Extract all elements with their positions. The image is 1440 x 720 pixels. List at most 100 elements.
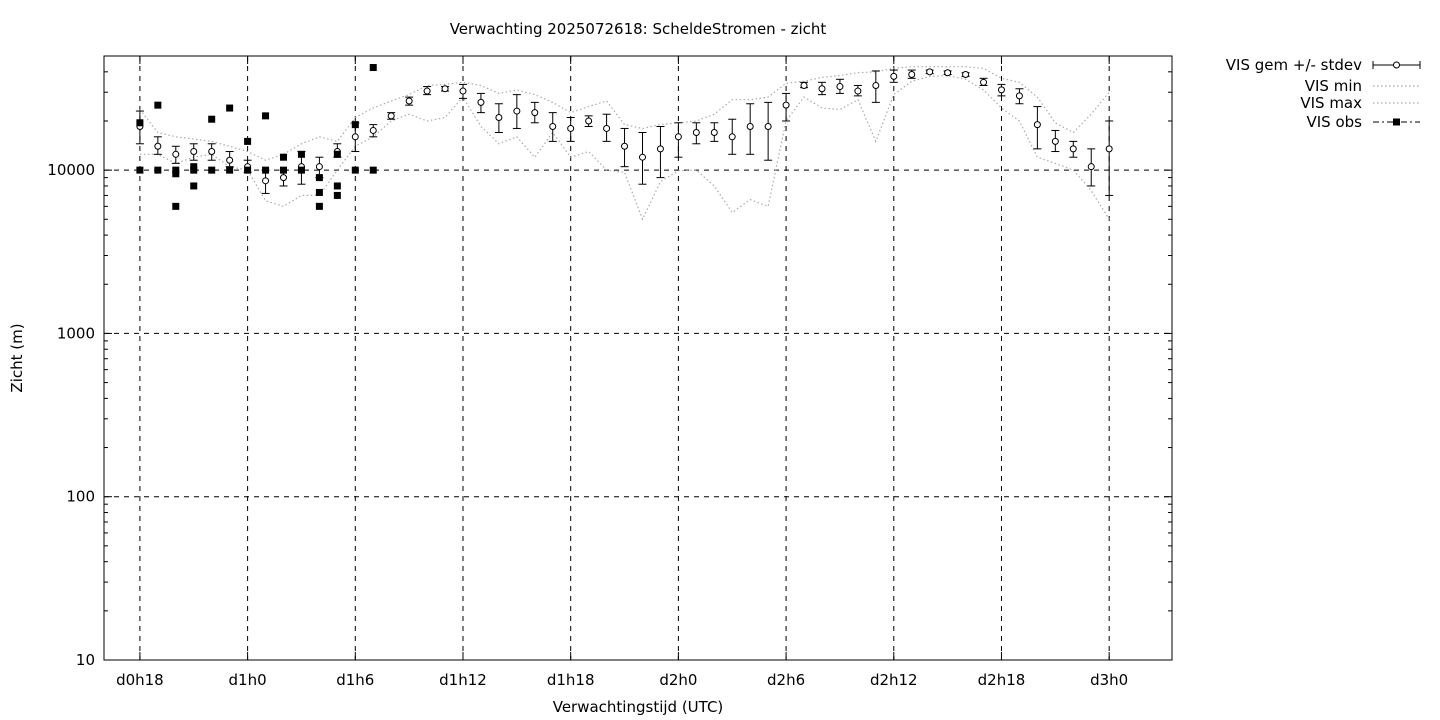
plot-frame	[103, 55, 1173, 661]
vis-obs-point	[351, 166, 359, 174]
vis-gem-point	[908, 71, 916, 79]
vis-obs-point	[369, 64, 377, 72]
vis-gem-point	[513, 107, 521, 115]
legend-label: VIS max	[1300, 94, 1362, 112]
vis-gem-point	[782, 101, 790, 109]
vis-gem-point	[692, 129, 700, 137]
vis-gem-point	[315, 163, 323, 171]
vis-obs-point	[190, 163, 198, 171]
vis-obs-point	[190, 182, 198, 190]
vis-obs-point	[315, 174, 323, 182]
vis-obs-point	[262, 166, 270, 174]
vis-gem-point	[980, 78, 988, 86]
vis-gem-point	[477, 98, 485, 106]
vis-gem-point	[279, 174, 287, 182]
vis-obs-point	[136, 166, 144, 174]
vis-gem-point	[495, 114, 503, 122]
vis-obs-point	[244, 166, 252, 174]
vis-obs-point	[172, 166, 180, 174]
vis-obs-point	[154, 166, 162, 174]
vis-gem-point	[423, 87, 431, 95]
vis-gem-point	[459, 87, 467, 95]
vis-gem-point	[1087, 163, 1095, 171]
y-tick-label: 1000	[57, 324, 95, 342]
vis-gem-point	[1015, 92, 1023, 100]
vis-gem-point	[262, 177, 270, 185]
vis-max-line	[139, 66, 1110, 161]
vis-gem-point	[1105, 145, 1113, 153]
chart-title: Verwachting 2025072618: ScheldeStromen -…	[450, 20, 827, 38]
vis-obs-point	[154, 101, 162, 109]
vis-gem-point	[567, 124, 575, 132]
vis-obs-point	[297, 150, 305, 158]
legend-swatch-square	[1393, 118, 1400, 126]
y-axis-label: Zicht (m)	[8, 323, 26, 392]
vis-obs-point	[351, 121, 359, 129]
vis-gem-point	[585, 117, 593, 125]
y-tick-label: 10000	[47, 161, 95, 179]
vis-gem-point	[190, 148, 198, 156]
vis-obs-point	[297, 166, 305, 174]
vis-gem-point	[208, 148, 216, 156]
vis-obs-point	[226, 166, 234, 174]
vis-gem-point	[603, 124, 611, 132]
vis-gem-point	[638, 153, 646, 161]
vis-gem-point	[1069, 145, 1077, 153]
x-tick-label: d1h18	[547, 671, 595, 689]
x-tick-label: d2h0	[659, 671, 697, 689]
vis-obs-point	[315, 188, 323, 196]
vis-gem-point	[549, 123, 557, 131]
grid-lines	[104, 56, 1172, 660]
vis-gem-point	[890, 72, 898, 80]
vis-obs-point	[226, 104, 234, 112]
vis-obs-point	[333, 150, 341, 158]
vis-gem-point	[854, 87, 862, 95]
y-tick-label: 10	[76, 651, 95, 669]
y-tick-label: 100	[66, 488, 95, 506]
x-tick-label: d0h18	[116, 671, 164, 689]
x-tick-label: d2h6	[767, 671, 805, 689]
vis-obs-point	[369, 166, 377, 174]
vis-gem-point	[872, 81, 880, 89]
vis-gem-point	[621, 142, 629, 150]
legend-label: VIS gem +/- stdev	[1226, 56, 1362, 74]
vis-obs-point	[279, 153, 287, 161]
vis-obs-point	[208, 166, 216, 174]
vis-gem-point	[351, 133, 359, 141]
vis-gem-point	[962, 71, 970, 79]
vis-gem-point	[944, 69, 952, 77]
x-tick-label: d1h6	[336, 671, 374, 689]
vis-gem-point	[746, 123, 754, 131]
vis-gem-point	[926, 68, 934, 76]
vis-gem-point	[728, 133, 736, 141]
vis-obs-point	[244, 137, 252, 145]
x-tick-label: d1h0	[229, 671, 267, 689]
vis-gem-point	[441, 85, 449, 93]
vis-gem-point	[531, 109, 539, 117]
vis-obs-point	[208, 115, 216, 123]
x-tick-label: d3h0	[1090, 671, 1128, 689]
vis-gem-point	[172, 150, 180, 158]
vis-obs-point	[262, 112, 270, 120]
vis-gem-point	[710, 129, 718, 137]
vis-gem-point	[997, 86, 1005, 94]
vis-obs-point	[333, 182, 341, 190]
vis-obs-point	[172, 202, 180, 210]
x-tick-label: d2h12	[870, 671, 918, 689]
vis-obs-point	[315, 202, 323, 210]
vis-obs-point	[333, 191, 341, 199]
vis-gem-point	[154, 142, 162, 150]
vis-gem-point	[1051, 137, 1059, 145]
vis-obs-point	[136, 119, 144, 127]
legend-label: VIS obs	[1307, 113, 1363, 131]
x-tick-label: d1h12	[439, 671, 487, 689]
vis-gem-point	[405, 97, 413, 105]
vis-gem-point	[387, 112, 395, 120]
vis-gem-point	[1033, 121, 1041, 129]
series-layer	[135, 64, 1114, 221]
axes: d0h18 d1h0 d1h6 d1h12 d1h18 d2h0 d2h6 d2h12 d2h1…	[47, 55, 1173, 689]
vis-gem-point	[369, 126, 377, 134]
vis-obs-point	[172, 170, 180, 178]
